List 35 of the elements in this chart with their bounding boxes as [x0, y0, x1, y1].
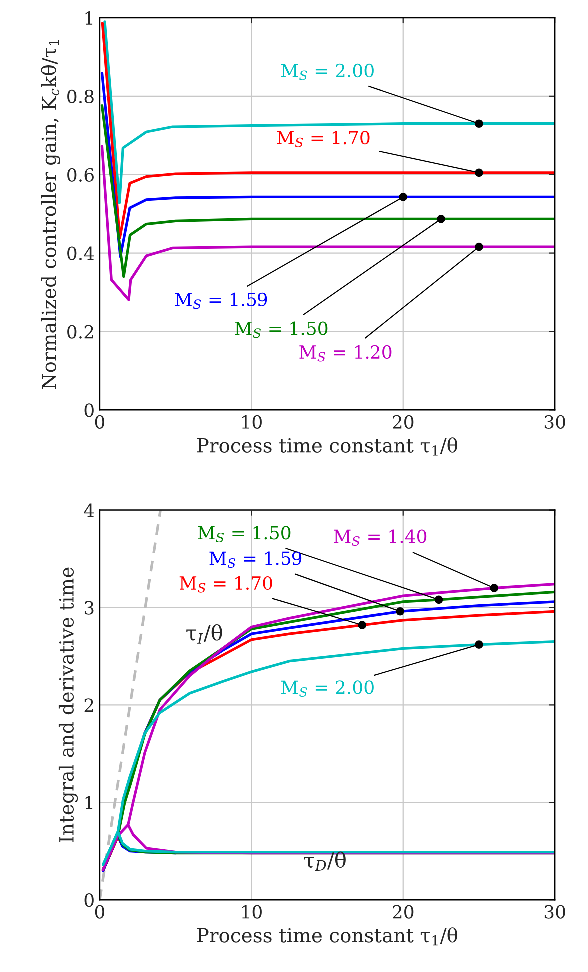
y-axis-title: Integral and derivative time	[58, 568, 78, 842]
x-tick-label: 0	[95, 905, 105, 919]
x-tick-label: 10	[242, 415, 262, 430]
x-axis-title: Process time constant τ$_{1}$/θ	[197, 438, 458, 456]
annotation: M$_{S}$ = 2.00	[281, 680, 374, 698]
y-tick-label: 4	[84, 504, 94, 518]
y-tick-label: 1	[86, 11, 93, 25]
annotation: M$_{S}$ = 1.59	[210, 552, 302, 568]
y-tick-label: 3	[84, 601, 94, 615]
y-tick-label: 0.2	[68, 325, 94, 339]
y-tick-label: 0.6	[68, 168, 94, 182]
x-axis-title: Process time constant τ$_{1}$/θ	[197, 928, 458, 946]
x-tick-label: 20	[393, 905, 414, 919]
annotation: M$_{S}$ = 1.59	[175, 292, 268, 310]
annotation: M$_{S}$ = 2.00	[281, 64, 374, 80]
annotation: M$_{S}$ = 1.70	[277, 131, 370, 148]
annotation: M$_{S}$ = 1.50	[235, 322, 328, 338]
x-tick-label: 30	[544, 415, 566, 430]
x-tick-label: 10	[242, 905, 262, 919]
y-axis-title: Normalized controller gain, K$_{c}$kθ/τ$_{1}$	[41, 40, 60, 390]
y-tick-label: 0	[84, 894, 94, 908]
annotation: M$_{S}$ = 1.20	[300, 345, 392, 362]
y-tick-label: 0.8	[68, 90, 94, 104]
x-tick-label: 30	[544, 905, 566, 919]
y-tick-label: 0.4	[68, 246, 94, 260]
annotation: τ$_{D}$/θ	[304, 852, 346, 872]
annotation: M$_{S}$ = 1.70	[180, 576, 272, 593]
x-tick-label: 0	[95, 415, 105, 430]
x-tick-label: 20	[393, 415, 414, 430]
y-tick-label: 1	[86, 796, 93, 810]
y-tick-label: 0	[84, 404, 94, 418]
annotation: M$_{S}$ = 1.50	[198, 526, 291, 542]
annotation: τ$_{I}$/θ	[186, 624, 222, 644]
annotation: M$_{S}$ = 1.40	[334, 530, 427, 546]
y-tick-label: 2	[84, 698, 94, 712]
